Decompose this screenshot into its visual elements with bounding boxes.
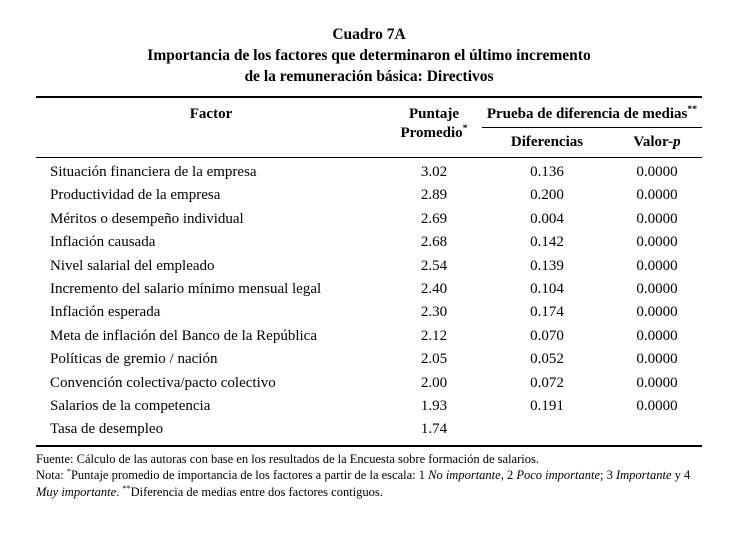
table-row: Productividad de la empresa 2.89 0.200 0… <box>36 184 702 207</box>
table-header: Factor Puntaje Promedio* Prueba de difer… <box>36 97 703 158</box>
diferencia-cell: 0.104 <box>530 281 564 298</box>
diferencia-cell: 0.070 <box>530 327 564 344</box>
factor-cell: Nivel salarial del empleado <box>50 257 215 274</box>
table-row: Situación financiera de la empresa 3.02 … <box>36 158 702 185</box>
valor-p-cell: 0.0000 <box>636 210 678 227</box>
puntaje-cell: 1.93 <box>420 398 448 415</box>
explanatory-note: Nota: *Puntaje promedio de importancia d… <box>36 467 691 499</box>
diferencia-cell: 0.004 <box>530 210 564 227</box>
puntaje-cell: 2.68 <box>420 234 448 251</box>
diferencia-cell: 0.052 <box>530 351 564 368</box>
factor-cell: Incremento del salario mínimo mensual le… <box>50 281 322 298</box>
table-row: Salarios de la competencia 1.93 0.191 0.… <box>36 395 702 418</box>
puntaje-cell: 2.00 <box>420 374 448 391</box>
puntaje-cell: 2.89 <box>420 187 448 204</box>
title-block: Cuadro 7A Importancia de los factores qu… <box>36 24 702 87</box>
factor-cell: Situación financiera de la empresa <box>50 164 257 180</box>
col-header-diferencias: Diferencias <box>482 127 612 158</box>
diferencia-cell: 0.139 <box>530 257 564 274</box>
factor-cell: Convención colectiva/pacto colectivo <box>50 374 276 391</box>
valor-p-cell: 0.0000 <box>636 304 678 321</box>
table-title-line-2: de la remuneración básica: Directivos <box>244 68 494 85</box>
col-header-puntaje-promedio: Puntaje Promedio* <box>386 97 482 158</box>
table-row: Inflación causada 2.68 0.142 0.0000 <box>36 231 702 254</box>
puntaje-cell: 2.40 <box>420 281 448 298</box>
factors-table: Factor Puntaje Promedio* Prueba de difer… <box>36 96 703 447</box>
factor-cell: Inflación esperada <box>50 304 161 321</box>
table-row: Convención colectiva/pacto colectivo 2.0… <box>36 372 702 395</box>
puntaje-cell: 2.05 <box>420 351 448 368</box>
col-header-prueba-diferencia: Prueba de diferencia de medias** <box>482 97 703 128</box>
puntaje-cell: 2.30 <box>420 304 448 321</box>
diferencia-cell: 0.191 <box>530 398 564 415</box>
table-body: Situación financiera de la empresa 3.02 … <box>36 158 702 446</box>
valor-p-cell: 0.0000 <box>636 351 678 368</box>
diferencia-cell: 0.142 <box>530 234 564 251</box>
valor-p-cell: 0.0000 <box>636 187 678 204</box>
factor-cell: Productividad de la empresa <box>50 187 221 204</box>
valor-p-cell: 0.0000 <box>636 374 678 391</box>
footnotes: Fuente: Cálculo de las autoras con base … <box>36 451 702 501</box>
puntaje-cell: 2.54 <box>420 257 448 274</box>
valor-p-cell: 0.0000 <box>636 257 678 274</box>
valor-p-cell: 0.0000 <box>636 234 678 251</box>
puntaje-cell: 3.02 <box>420 164 448 180</box>
source-note: Fuente: Cálculo de las autoras con base … <box>36 451 539 466</box>
factor-cell: Políticas de gremio / nación <box>50 351 218 368</box>
valor-p-cell: 0.0000 <box>636 281 678 298</box>
valor-p-cell: 0.0000 <box>636 164 678 180</box>
puntaje-cell: 1.74 <box>420 421 448 438</box>
table-row: Inflación esperada 2.30 0.174 0.0000 <box>36 301 702 324</box>
puntaje-cell: 2.69 <box>420 210 448 227</box>
valor-p-cell: 0.0000 <box>636 398 678 415</box>
col-header-factor: Factor <box>36 97 386 158</box>
diferencia-cell: 0.200 <box>530 187 564 204</box>
table-row: Políticas de gremio / nación 2.05 0.052 … <box>36 348 702 371</box>
factor-cell: Méritos o desempeño individual <box>50 210 244 227</box>
table-row: Méritos o desempeño individual 2.69 0.00… <box>36 208 702 231</box>
puntaje-cell: 2.12 <box>420 327 448 344</box>
diferencia-cell: 0.072 <box>530 374 564 391</box>
valor-p-cell: 0.0000 <box>636 327 678 344</box>
table-row: Incremento del salario mínimo mensual le… <box>36 278 702 301</box>
table-row: Nivel salarial del empleado 2.54 0.139 0… <box>36 255 702 278</box>
factor-cell: Meta de inflación del Banco de la Repúbl… <box>50 327 317 344</box>
diferencia-cell: 0.174 <box>530 304 564 321</box>
factor-cell: Tasa de desempleo <box>50 421 164 438</box>
diferencia-cell: 0.136 <box>530 164 564 180</box>
table-title-line-1: Importancia de los factores que determin… <box>147 47 591 64</box>
diferencia-cell <box>482 418 612 445</box>
col-header-valor-p: Valor-p <box>612 127 703 158</box>
valor-p-cell <box>612 418 702 445</box>
table-row: Meta de inflación del Banco de la Repúbl… <box>36 325 702 348</box>
factor-cell: Inflación causada <box>50 234 156 251</box>
document-page: Cuadro 7A Importancia de los factores qu… <box>36 24 703 501</box>
factor-cell: Salarios de la competencia <box>50 398 211 415</box>
table-row: Tasa de desempleo 1.74 <box>36 418 702 445</box>
table-number: Cuadro 7A <box>332 26 406 43</box>
